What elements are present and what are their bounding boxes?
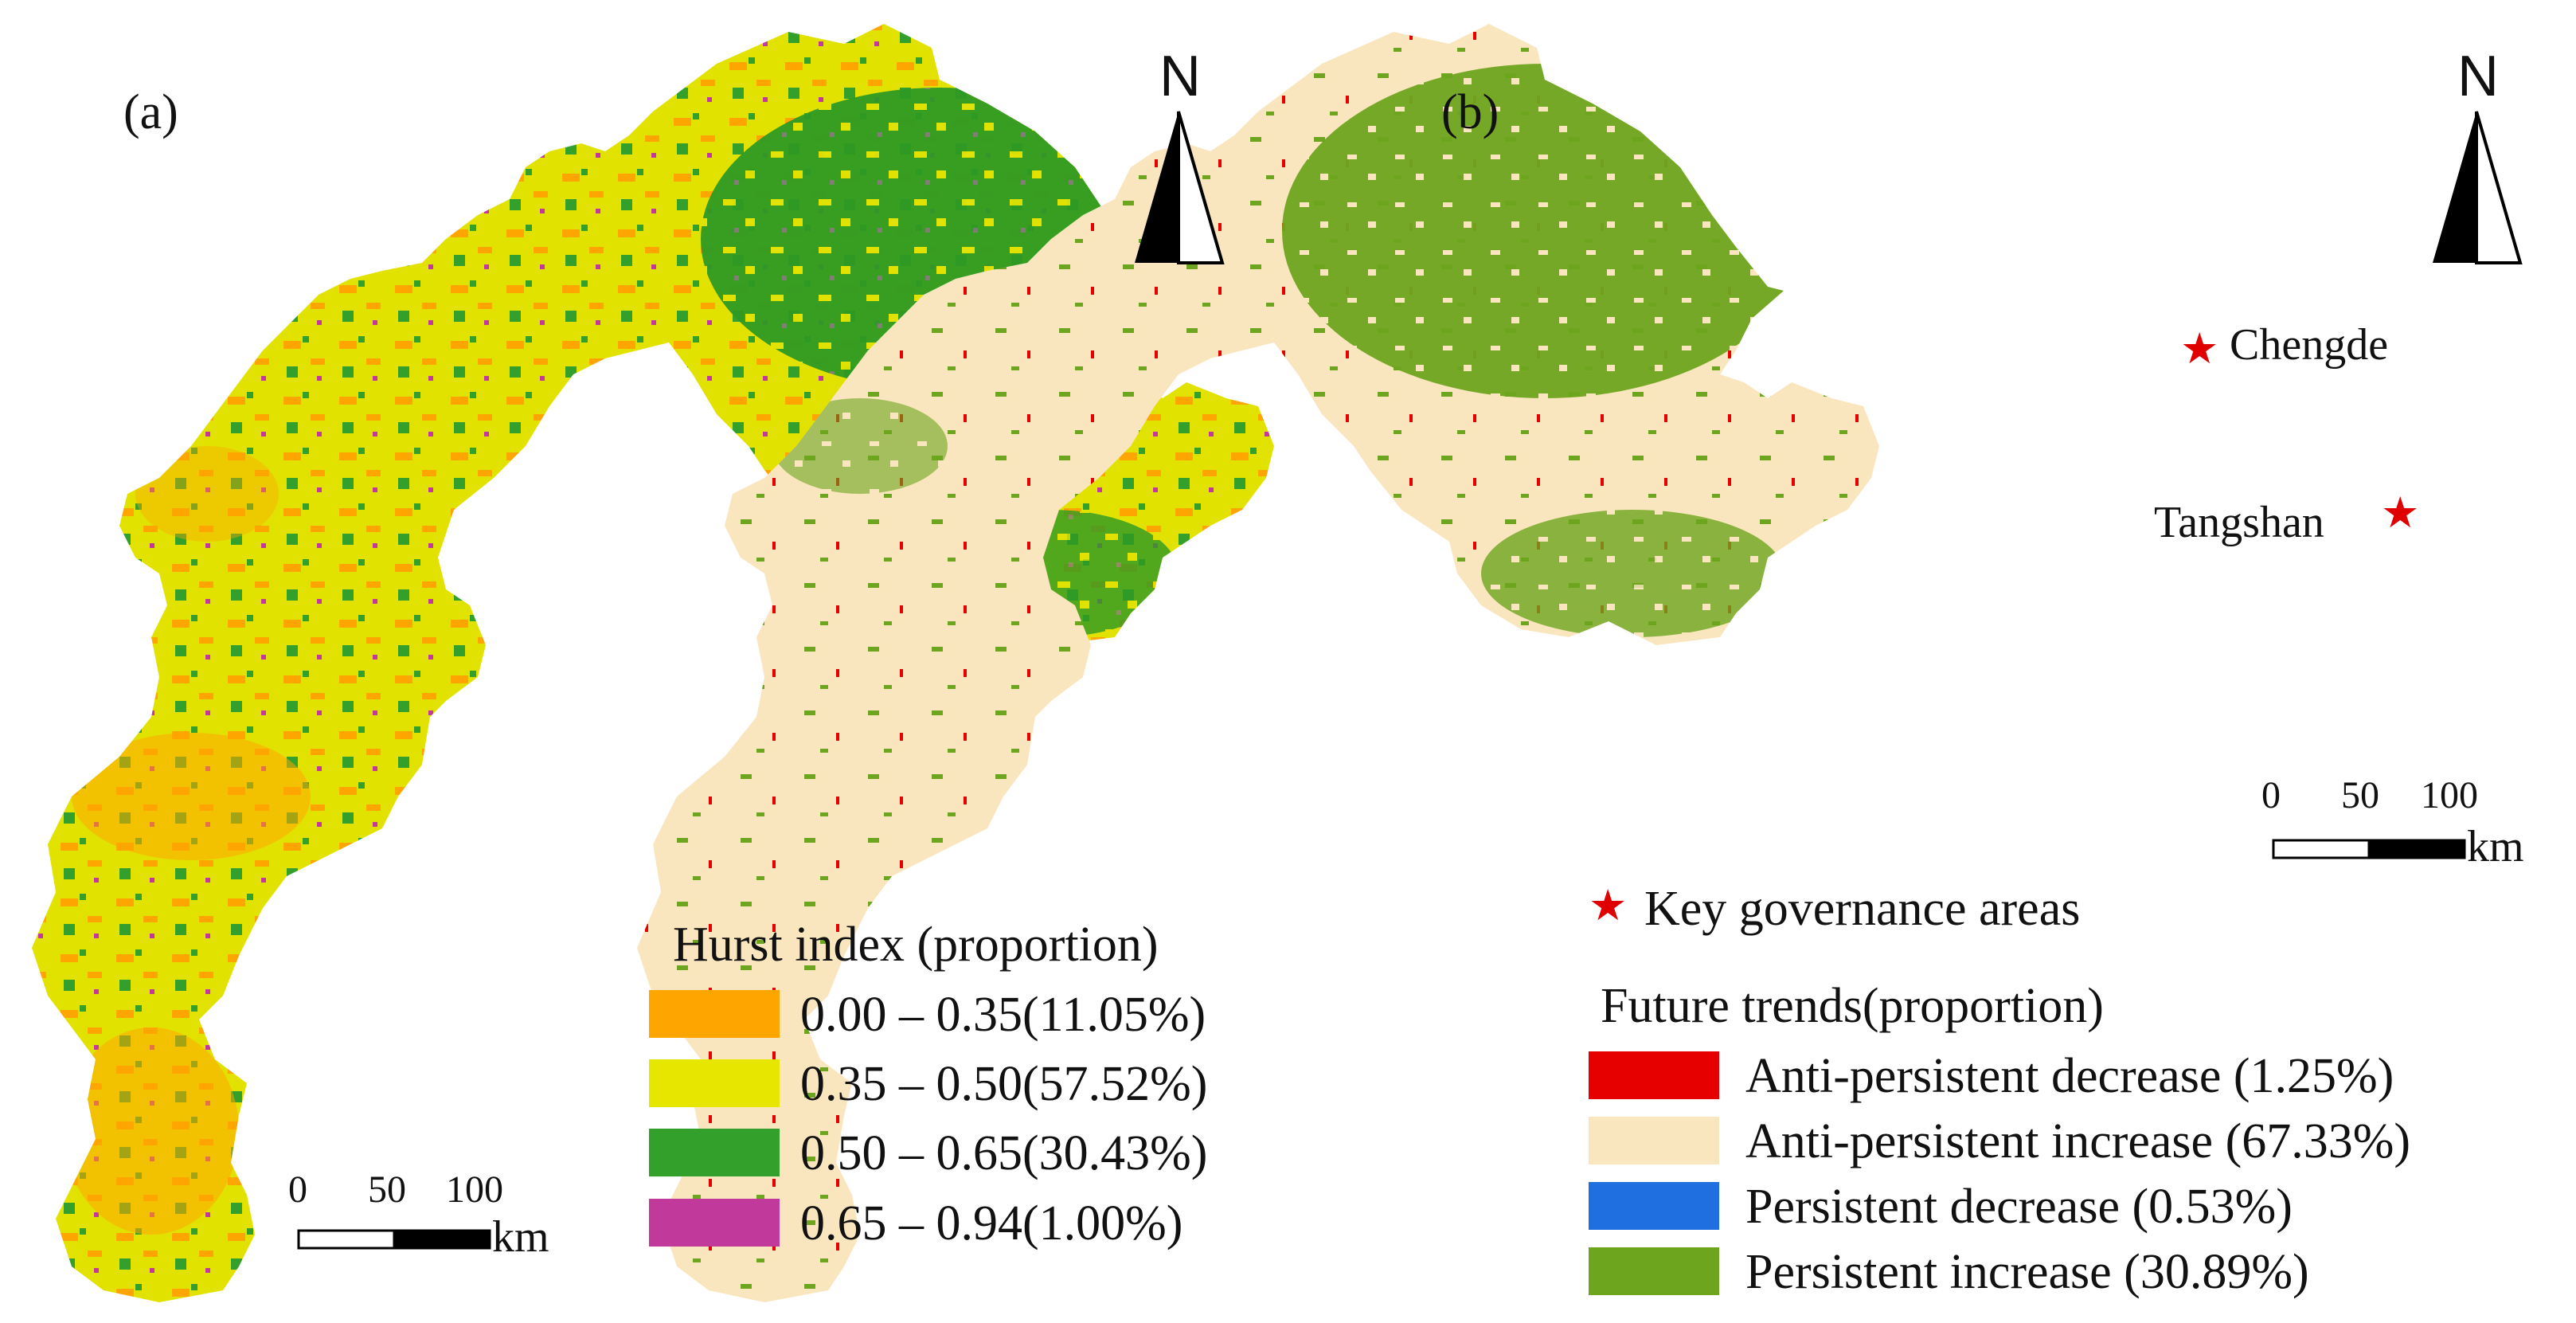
scale-tick-0-a: 0	[288, 1168, 307, 1211]
scale-tick-100-a: 100	[446, 1168, 503, 1211]
panel-label-a: (a)	[123, 85, 178, 139]
north-letter-b: N	[2457, 45, 2499, 108]
scale-bar-a	[297, 1229, 491, 1250]
scale-tick-50-b: 50	[2341, 774, 2379, 816]
scale-bar-b	[2272, 839, 2466, 859]
legend-swatch-a-1	[649, 1059, 780, 1107]
city-label-tangshan: Tangshan	[2154, 498, 2324, 547]
legend-swatch-a-3	[649, 1199, 780, 1247]
north-arrow-icon-b	[2433, 111, 2523, 264]
legend-swatch-b-0	[1589, 1051, 1719, 1099]
legend-label-a-1: 0.35 – 0.50(57.52%)	[800, 1057, 1208, 1111]
legend-swatch-b-2	[1589, 1182, 1719, 1230]
legend-swatch-a-2	[649, 1129, 780, 1176]
scale-tick-0-b: 0	[2261, 774, 2281, 816]
city-label-chengde: Chengde	[2230, 320, 2389, 370]
legend-title-a: Hurst index (proportion)	[673, 918, 1159, 972]
legend-label-b-3: Persistent increase (30.89%)	[1745, 1245, 2309, 1299]
legend-swatch-b-3	[1589, 1247, 1719, 1295]
legend-label-b-0: Anti-persistent decrease (1.25%)	[1745, 1049, 2394, 1103]
north-letter-a: N	[1159, 45, 1201, 108]
scale-unit-a: km	[492, 1212, 549, 1262]
city-marker-tangshan: ★	[2381, 487, 2419, 538]
scale-tick-50-a: 50	[368, 1168, 406, 1211]
scale-unit-b: km	[2467, 822, 2524, 871]
city-marker-chengde: ★	[2180, 323, 2218, 374]
legend-label-a-3: 0.65 – 0.94(1.00%)	[800, 1196, 1183, 1251]
legend-title-b: Future trends(proportion)	[1601, 979, 2104, 1033]
panel-label-b: (b)	[1441, 85, 1499, 139]
legend-label-a-2: 0.50 – 0.65(30.43%)	[800, 1126, 1208, 1180]
scale-tick-100-b: 100	[2421, 774, 2478, 816]
north-arrow-icon-a	[1135, 111, 1225, 264]
marker-legend-label: Key governance areas	[1644, 882, 2081, 936]
legend-label-b-1: Anti-persistent increase (67.33%)	[1745, 1114, 2411, 1168]
legend-label-b-2: Persistent decrease (0.53%)	[1745, 1180, 2293, 1234]
key-area-star-icon: ★	[1589, 880, 1628, 930]
legend-label-a-0: 0.00 – 0.35(11.05%)	[800, 988, 1206, 1042]
legend-swatch-a-0	[649, 990, 780, 1038]
legend-swatch-b-1	[1589, 1117, 1719, 1164]
